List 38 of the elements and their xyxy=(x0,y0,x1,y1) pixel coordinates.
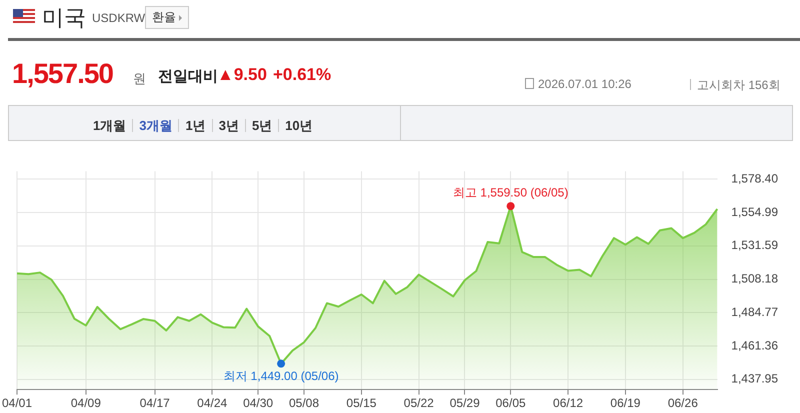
annotation: 최고 1,559.50 (06/05) xyxy=(452,185,568,200)
text: 2026.07.01 10:26 xyxy=(538,77,632,91)
chart-title: 미국 xyxy=(42,4,86,32)
y-tick-label: 1,461.36 xyxy=(731,338,778,352)
annotation: 최저 1,449.00 (05/06) xyxy=(223,368,339,383)
y-tick-label: 1,578.40 xyxy=(731,171,778,186)
x-tick-label: 04/01 xyxy=(2,396,32,410)
text: +0.61% xyxy=(273,65,332,85)
text: 10년 xyxy=(278,118,319,133)
text: 환율 xyxy=(145,6,189,29)
x-tick-label: 04/17 xyxy=(140,396,170,410)
y-tick-label: 1,508.18 xyxy=(731,272,778,286)
text: 3개월 xyxy=(132,118,178,133)
chart-subtitle: USDKRW xyxy=(92,11,146,25)
x-tick-label: 04/24 xyxy=(197,396,228,410)
x-tick-label: 05/15 xyxy=(346,396,377,410)
x-tick-label: 06/05 xyxy=(496,396,526,410)
x-tick-label: 05/22 xyxy=(404,396,434,410)
x-tick-label: 06/26 xyxy=(668,396,698,410)
text: ▲9.50 xyxy=(217,65,267,85)
y-tick-label: 1,554.99 xyxy=(731,204,778,219)
x-tick-label: 06/19 xyxy=(610,396,641,410)
text: 원 xyxy=(133,70,146,88)
text: 1년 xyxy=(178,118,212,133)
text: 1개월 xyxy=(92,118,128,133)
text: 고시회차 156회 xyxy=(697,77,780,94)
x-tick-label: 04/09 xyxy=(70,396,102,410)
x-tick-label: 04/30 xyxy=(243,396,274,410)
y-tick-label: 1,531.59 xyxy=(731,238,778,252)
x-tick-label: 05/29 xyxy=(450,396,480,410)
text: 1,557.50 xyxy=(12,58,113,90)
text: 전일대비 xyxy=(158,67,218,86)
text: 5년 xyxy=(244,118,278,133)
y-tick-label: 1,484.77 xyxy=(731,304,778,319)
x-tick-label: 06/12 xyxy=(553,396,584,410)
text: 3년 xyxy=(212,118,245,133)
y-tick-label: 1,437.95 xyxy=(731,372,778,386)
x-tick-label: 05/08 xyxy=(288,396,320,410)
